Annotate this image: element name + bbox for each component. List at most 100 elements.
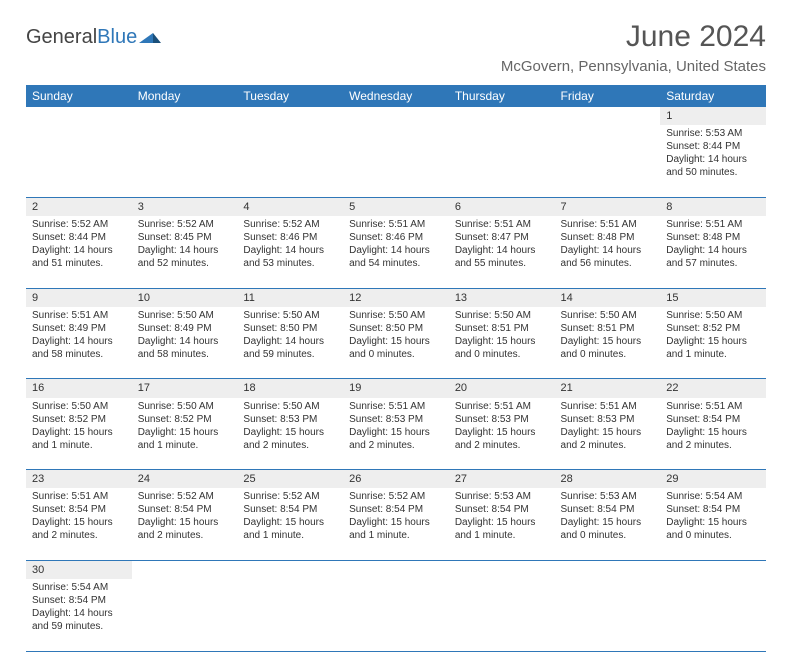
sunset-line: Sunset: 8:45 PM [138, 231, 232, 244]
day-number-cell: 2 [26, 197, 132, 216]
sunrise-line: Sunrise: 5:51 AM [561, 218, 655, 231]
header: GeneralBlue June 2024 McGovern, Pennsylv… [26, 20, 766, 75]
daylight-line: Daylight: 14 hours and 59 minutes. [243, 335, 337, 361]
sunrise-line: Sunrise: 5:51 AM [349, 218, 443, 231]
day-number-cell: 22 [660, 379, 766, 398]
day-data-cell [555, 579, 661, 651]
day-data-cell: Sunrise: 5:51 AMSunset: 8:48 PMDaylight:… [660, 216, 766, 288]
weekday-wednesday: Wednesday [343, 85, 449, 107]
day-data-cell [132, 579, 238, 651]
day-number-cell: 27 [449, 470, 555, 489]
sunrise-line: Sunrise: 5:50 AM [455, 309, 549, 322]
title-block: June 2024 McGovern, Pennsylvania, United… [501, 20, 766, 75]
daylight-line: Daylight: 15 hours and 0 minutes. [455, 335, 549, 361]
sunrise-line: Sunrise: 5:50 AM [666, 309, 760, 322]
weekday-tuesday: Tuesday [237, 85, 343, 107]
weekday-monday: Monday [132, 85, 238, 107]
day-data-cell: Sunrise: 5:54 AMSunset: 8:54 PMDaylight:… [26, 579, 132, 651]
sunset-line: Sunset: 8:51 PM [561, 322, 655, 335]
day-number-cell: 24 [132, 470, 238, 489]
daylight-line: Daylight: 15 hours and 2 minutes. [666, 426, 760, 452]
daylight-line: Daylight: 15 hours and 0 minutes. [561, 516, 655, 542]
sunset-line: Sunset: 8:48 PM [561, 231, 655, 244]
daylight-line: Daylight: 14 hours and 54 minutes. [349, 244, 443, 270]
sunset-line: Sunset: 8:49 PM [138, 322, 232, 335]
sunset-line: Sunset: 8:52 PM [32, 413, 126, 426]
day-data-cell: Sunrise: 5:50 AMSunset: 8:51 PMDaylight:… [555, 307, 661, 379]
day-number-cell: 11 [237, 288, 343, 307]
day-data-cell: Sunrise: 5:50 AMSunset: 8:51 PMDaylight:… [449, 307, 555, 379]
day-number-cell: 8 [660, 197, 766, 216]
day-data-cell [449, 125, 555, 197]
location-text: McGovern, Pennsylvania, United States [501, 58, 766, 75]
day-data-cell: Sunrise: 5:52 AMSunset: 8:54 PMDaylight:… [343, 488, 449, 560]
daylight-line: Daylight: 15 hours and 1 minute. [666, 335, 760, 361]
day-number-cell: 16 [26, 379, 132, 398]
logo-mark-icon [139, 27, 161, 48]
day-number-cell [449, 107, 555, 125]
weekday-saturday: Saturday [660, 85, 766, 107]
sunset-line: Sunset: 8:46 PM [243, 231, 337, 244]
sunset-line: Sunset: 8:52 PM [138, 413, 232, 426]
day-data-cell: Sunrise: 5:52 AMSunset: 8:54 PMDaylight:… [237, 488, 343, 560]
day-number-cell: 5 [343, 197, 449, 216]
day-number-cell: 19 [343, 379, 449, 398]
sunset-line: Sunset: 8:54 PM [455, 503, 549, 516]
sunrise-line: Sunrise: 5:52 AM [349, 490, 443, 503]
daylight-line: Daylight: 15 hours and 2 minutes. [243, 426, 337, 452]
sunrise-line: Sunrise: 5:51 AM [666, 400, 760, 413]
calendar-body: 1Sunrise: 5:53 AMSunset: 8:44 PMDaylight… [26, 107, 766, 651]
logo-text-blue: Blue [97, 26, 137, 49]
day-number-cell: 30 [26, 560, 132, 579]
sunrise-line: Sunrise: 5:53 AM [455, 490, 549, 503]
day-number-cell [132, 107, 238, 125]
sunrise-line: Sunrise: 5:50 AM [138, 309, 232, 322]
day-number-cell [660, 560, 766, 579]
day-data-cell: Sunrise: 5:53 AMSunset: 8:54 PMDaylight:… [449, 488, 555, 560]
sunrise-line: Sunrise: 5:51 AM [32, 490, 126, 503]
daylight-line: Daylight: 14 hours and 57 minutes. [666, 244, 760, 270]
sunrise-line: Sunrise: 5:51 AM [349, 400, 443, 413]
data-row: Sunrise: 5:51 AM Sunset: 8:49 PM Daylight:… [26, 307, 766, 379]
sunset-line: Sunset: 8:50 PM [349, 322, 443, 335]
day-data-cell: Sunrise: 5:52 AMSunset: 8:44 PMDaylight:… [26, 216, 132, 288]
daylight-line: Daylight: 15 hours and 1 minute. [138, 426, 232, 452]
daylight-line: Daylight: 14 hours and 55 minutes. [455, 244, 549, 270]
sunrise-line: Sunrise: 5:50 AM [138, 400, 232, 413]
daylight-line: Daylight: 14 hours and 58 minutes. [32, 335, 126, 361]
daylight-line: Daylight: 15 hours and 2 minutes. [349, 426, 443, 452]
day-number-cell: 21 [555, 379, 661, 398]
sunrise-line: Sunrise: 5:54 AM [32, 581, 126, 594]
day-data-cell: Sunrise: 5:50 AMSunset: 8:52 PMDaylight:… [660, 307, 766, 379]
data-row: Sunrise: 5:54 AMSunset: 8:54 PMDaylight:… [26, 579, 766, 651]
sunrise-line: Sunrise: 5:51 AM [32, 309, 126, 322]
daylight-line: Daylight: 14 hours and 59 minutes. [32, 607, 126, 633]
day-number-cell: 29 [660, 470, 766, 489]
day-data-cell [237, 125, 343, 197]
sunset-line: Sunset: 8:47 PM [455, 231, 549, 244]
weekday-header-row: Sunday Monday Tuesday Wednesday Thursday… [26, 85, 766, 107]
day-number-cell: 4 [237, 197, 343, 216]
daynum-row: 1 [26, 107, 766, 125]
sunrise-line: Sunrise: 5:52 AM [243, 490, 337, 503]
day-data-cell [26, 125, 132, 197]
sunset-line: Sunset: 8:54 PM [666, 503, 760, 516]
sunrise-line: Sunrise: 5:53 AM [561, 490, 655, 503]
daynum-row: 30 [26, 560, 766, 579]
sunset-line: Sunset: 8:54 PM [32, 594, 126, 607]
day-number-cell: 18 [237, 379, 343, 398]
day-data-cell: Sunrise: 5:51 AMSunset: 8:54 PMDaylight:… [26, 488, 132, 560]
calendar-table: Sunday Monday Tuesday Wednesday Thursday… [26, 85, 766, 652]
day-data-cell: Sunrise: 5:52 AMSunset: 8:54 PMDaylight:… [132, 488, 238, 560]
sunrise-line: Sunrise: 5:53 AM [666, 127, 760, 140]
day-number-cell: 23 [26, 470, 132, 489]
sunset-line: Sunset: 8:54 PM [561, 503, 655, 516]
day-number-cell: 12 [343, 288, 449, 307]
day-data-cell [660, 579, 766, 651]
sunrise-line: Sunrise: 5:54 AM [666, 490, 760, 503]
day-number-cell [343, 107, 449, 125]
sunrise-line: Sunrise: 5:52 AM [243, 218, 337, 231]
sunset-line: Sunset: 8:51 PM [455, 322, 549, 335]
daylight-line: Daylight: 15 hours and 1 minute. [455, 516, 549, 542]
logo: GeneralBlue [26, 20, 161, 49]
